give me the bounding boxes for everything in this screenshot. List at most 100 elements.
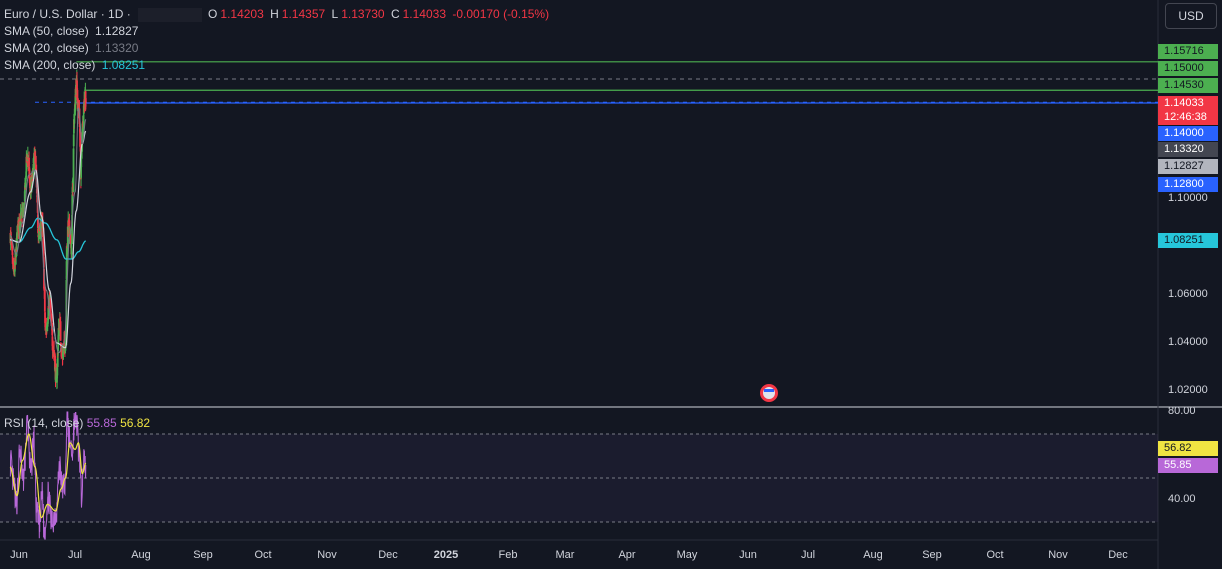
high-label: H <box>270 7 279 21</box>
time-axis-label: Jul <box>800 549 816 561</box>
candle-body <box>47 307 50 317</box>
rsi-ma-line <box>9 433 87 519</box>
low-label: L <box>331 7 339 21</box>
price-tag: 1.14530 <box>1158 78 1218 93</box>
candle-body <box>76 80 78 89</box>
sma50-value: 1.12827 <box>95 24 139 38</box>
candle-body <box>71 214 73 245</box>
sma200-label: SMA (200, close) <box>4 58 96 72</box>
candle-body <box>38 229 41 232</box>
candle-body <box>14 256 17 259</box>
rsi-line <box>9 411 87 540</box>
time-axis-label: Mar <box>555 549 575 561</box>
candle-body <box>43 287 46 291</box>
time-axis-label: Jul <box>67 549 83 561</box>
price-tag: 1.12827 <box>1158 159 1218 174</box>
candle-body <box>65 261 68 280</box>
candle-body <box>66 247 69 249</box>
candle-body <box>81 122 84 137</box>
symbol-name[interactable]: Euro / U.S. Dollar · 1D · <box>4 7 131 21</box>
time-axis-label: Nov <box>317 549 337 561</box>
rsi-label: RSI (14, close) <box>4 416 84 430</box>
price-tag: 1.14000 <box>1158 126 1218 141</box>
candle-body <box>72 148 75 192</box>
sma50-legend[interactable]: SMA (50, close) 1.12827 <box>4 24 141 38</box>
price-tag: 1.15716 <box>1158 44 1218 59</box>
time-axis-label: Apr <box>618 549 636 561</box>
candle-body <box>70 244 73 255</box>
change-value: -0.00170 (-0.15%) <box>452 7 550 21</box>
candle-body <box>36 215 39 229</box>
candle-body <box>59 319 61 323</box>
time-axis-label: Sep <box>922 549 942 561</box>
open-label: O <box>208 7 218 21</box>
sma50-line <box>10 130 87 349</box>
candle-body <box>53 350 55 353</box>
candle-body <box>21 207 24 209</box>
price-tag: 1.15000 <box>1158 61 1218 76</box>
candle-body <box>57 343 60 352</box>
candle-body <box>43 289 46 312</box>
close-label: C <box>390 7 400 21</box>
price-tag: 1.14033 <box>1158 96 1218 111</box>
candle-body <box>57 328 60 337</box>
currency-button[interactable]: USD <box>1165 3 1217 29</box>
candle-body <box>28 178 31 186</box>
rsi-value: 55.85 <box>86 416 117 430</box>
rsi-legend[interactable]: RSI (14, close) 55.85 56.82 <box>4 416 150 430</box>
candle-body <box>76 88 79 101</box>
event-flag-inner <box>763 387 775 399</box>
price-tag: 1.12800 <box>1158 177 1218 192</box>
candle-body <box>24 177 27 188</box>
candle-body <box>37 233 40 236</box>
candle-body <box>82 114 85 129</box>
time-axis-label: Nov <box>1048 549 1068 561</box>
time-axis-label: Jun <box>10 549 28 561</box>
candle-body <box>56 352 59 367</box>
candle-body <box>46 327 48 329</box>
sma20-legend[interactable]: SMA (20, close) 1.13320 <box>4 41 141 55</box>
candle-body <box>16 234 18 242</box>
sma200-legend[interactable]: SMA (200, close) 1.08251 <box>4 58 148 72</box>
rsi-tag: 55.85 <box>1158 458 1218 473</box>
time-axis-label: Oct <box>986 549 1004 561</box>
candle-body <box>84 98 87 103</box>
candle-body <box>71 194 74 215</box>
candle-body <box>59 321 62 341</box>
candle-body <box>23 203 26 213</box>
sma20-label: SMA (20, close) <box>4 41 89 55</box>
price-axis-tick: 1.02000 <box>1168 384 1208 396</box>
sma20-value: 1.13320 <box>95 41 139 55</box>
time-axis-label: Aug <box>131 549 151 561</box>
candle-body <box>11 256 14 264</box>
candle-body <box>47 306 50 308</box>
price-tag: 1.08251 <box>1158 233 1218 248</box>
time-axis-label: Oct <box>254 549 272 561</box>
candle-body <box>80 150 83 159</box>
candle-body <box>72 134 75 147</box>
rsi-ma-value: 56.82 <box>120 416 151 430</box>
time-axis-label: Jun <box>739 549 757 561</box>
candle-body <box>78 124 81 128</box>
close-value: 1.14033 <box>402 7 447 21</box>
sma20-line <box>9 107 87 354</box>
sma200-value: 1.08251 <box>101 58 146 72</box>
candle-body <box>18 221 21 232</box>
rsi-tag: 56.82 <box>1158 441 1218 456</box>
time-axis-label: Sep <box>193 549 213 561</box>
time-axis-label: Dec <box>1108 549 1128 561</box>
candle-body <box>54 368 57 382</box>
rsi-axis-tick: 40.00 <box>1168 493 1196 505</box>
high-value: 1.14357 <box>281 7 326 21</box>
candle-body <box>65 246 68 261</box>
open-value: 1.14203 <box>220 7 264 21</box>
time-axis-label: Feb <box>498 549 518 561</box>
candle-body <box>61 352 64 358</box>
candle-body <box>42 227 45 251</box>
time-axis-label: Aug <box>863 549 883 561</box>
time-axis-label: 2025 <box>433 549 459 561</box>
price-tag: 12:46:38 <box>1158 110 1218 125</box>
price-tag: 1.13320 <box>1158 142 1218 157</box>
time-axis-label: May <box>676 549 698 561</box>
